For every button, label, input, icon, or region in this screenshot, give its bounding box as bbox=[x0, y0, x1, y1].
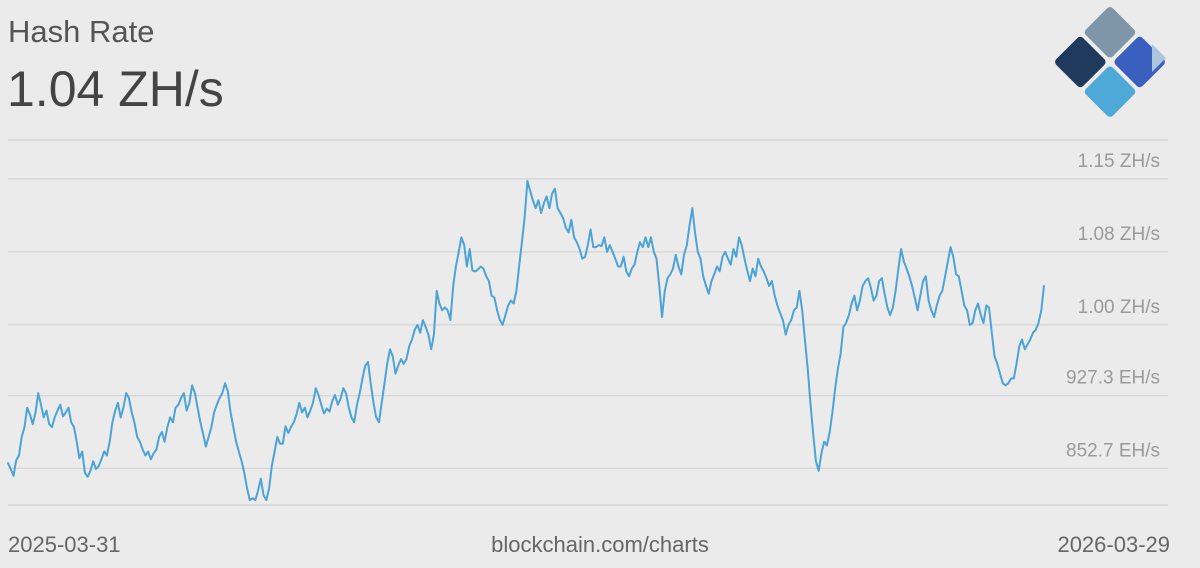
logo-tile-accent bbox=[1152, 44, 1166, 72]
y-tick-label: 852.7 EH/s bbox=[1066, 440, 1160, 461]
chart-title: Hash Rate bbox=[8, 14, 155, 49]
y-tick-label: 1.15 ZH/s bbox=[1078, 151, 1160, 172]
blockchain-diamond-icon bbox=[1055, 7, 1166, 117]
y-tick-label: 927.3 EH/s bbox=[1066, 368, 1160, 389]
y-tick-label: 1.08 ZH/s bbox=[1078, 224, 1160, 245]
hash-rate-series-line[interactable] bbox=[7, 179, 1045, 502]
current-hash-rate: 1.04 ZH/s bbox=[7, 61, 224, 117]
logo-tile-top bbox=[1084, 7, 1136, 58]
end-date-label: 2026-03-29 bbox=[1057, 532, 1170, 557]
logo-tile-left bbox=[1055, 36, 1106, 88]
y-tick-label: 1.00 ZH/s bbox=[1078, 297, 1160, 318]
start-date-label: 2025-03-31 bbox=[8, 532, 121, 557]
logo-tile-bottom bbox=[1084, 66, 1136, 117]
source-link[interactable]: blockchain.com/charts bbox=[491, 532, 709, 557]
